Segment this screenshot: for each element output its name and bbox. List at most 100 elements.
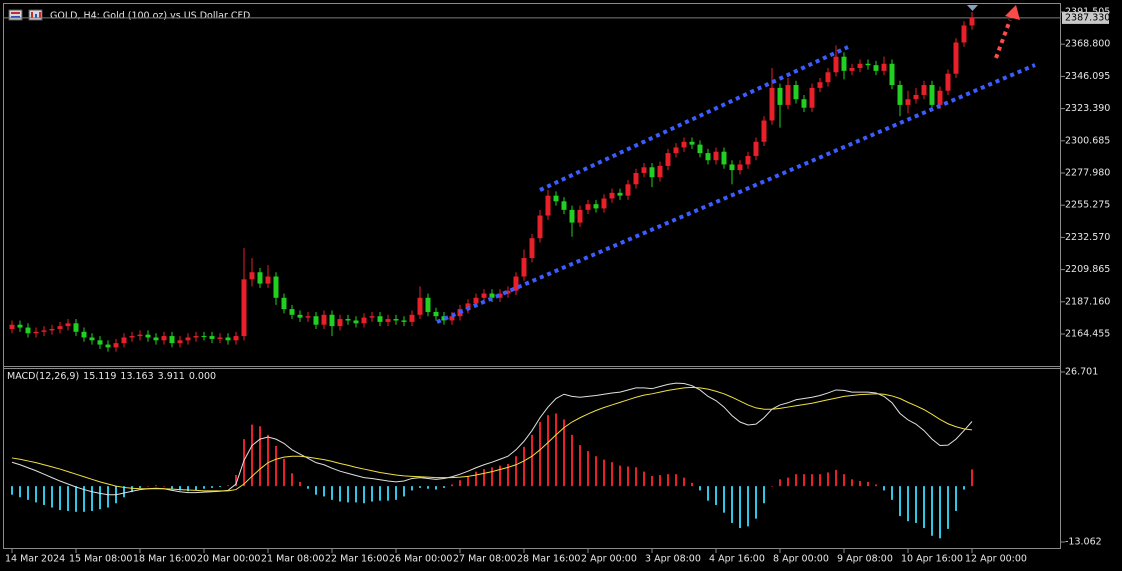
candle-body xyxy=(953,42,959,74)
candle-body xyxy=(89,337,95,341)
histogram-bar xyxy=(267,434,269,487)
histogram-bar xyxy=(779,479,781,487)
candle-body xyxy=(969,17,975,26)
histogram-bar xyxy=(955,486,957,511)
histogram-bar xyxy=(579,445,581,487)
y-tick-label: -13.062 xyxy=(1065,537,1102,548)
histogram-bar xyxy=(427,486,429,489)
candle-body xyxy=(481,293,487,298)
histogram-bar xyxy=(659,475,661,487)
histogram-bar xyxy=(755,486,757,519)
candle-body xyxy=(257,272,263,284)
x-tick-label: 15 Mar 08:00 xyxy=(69,554,132,565)
candle-body xyxy=(321,314,327,325)
histogram-bar xyxy=(299,481,301,487)
histogram-bar xyxy=(843,474,845,487)
candle-body xyxy=(97,340,103,345)
histogram-bar xyxy=(195,486,197,491)
histogram-bar xyxy=(563,419,565,487)
histogram-bar xyxy=(67,486,69,511)
candle-body xyxy=(945,73,951,91)
x-tick-label: 10 Apr 16:00 xyxy=(901,554,963,565)
candle-body xyxy=(633,172,639,185)
histogram-bar xyxy=(283,458,285,487)
histogram-bar xyxy=(963,486,965,490)
chart-title: GOLD, H4: Gold (100 oz) vs US Dollar CFD xyxy=(50,11,250,22)
histogram-bar xyxy=(947,486,949,529)
candle-body xyxy=(113,343,119,348)
candle-body xyxy=(401,320,407,322)
histogram-bar xyxy=(651,475,653,487)
candle-body xyxy=(473,297,479,304)
histogram-bar xyxy=(331,486,333,500)
y-tick-label: 2368.800 xyxy=(1065,39,1110,50)
last-price-label: 2387.330 xyxy=(1065,12,1110,23)
candle-body xyxy=(849,68,855,71)
histogram-bar xyxy=(611,462,613,487)
histogram-bar xyxy=(827,472,829,487)
candle-body xyxy=(873,65,879,71)
candle-body xyxy=(449,316,455,321)
histogram-bar xyxy=(91,486,93,511)
histogram-bar xyxy=(571,434,573,487)
histogram-bar xyxy=(595,456,597,487)
histogram-bar xyxy=(403,486,405,497)
histogram-bar xyxy=(923,486,925,529)
histogram-bar xyxy=(347,486,349,503)
histogram-bar xyxy=(747,486,749,527)
histogram-bar xyxy=(355,486,357,503)
candle-body xyxy=(361,317,367,324)
candle-body xyxy=(753,141,759,156)
channel-upper xyxy=(539,45,849,192)
candle-body xyxy=(737,164,743,171)
candle-body xyxy=(137,334,143,337)
candle-body xyxy=(833,56,839,73)
candle-body xyxy=(265,276,271,284)
x-tick-label: 18 Mar 16:00 xyxy=(133,554,196,565)
histogram-bar xyxy=(171,486,173,489)
candle-body xyxy=(81,331,87,338)
histogram-bar xyxy=(83,486,85,512)
histogram-bar xyxy=(507,463,509,487)
candle-body xyxy=(73,323,79,332)
candle-body xyxy=(193,336,199,338)
histogram-bar xyxy=(795,474,797,487)
histogram-bar xyxy=(307,486,309,489)
candle-body xyxy=(689,141,695,145)
candle-body xyxy=(25,327,31,334)
candle-body xyxy=(713,151,719,161)
indicator-title: MACD(12,26,9) xyxy=(7,371,79,382)
histogram-bar xyxy=(35,486,37,503)
candle-body xyxy=(297,314,303,318)
candle-body xyxy=(585,204,591,210)
histogram-bar xyxy=(531,434,533,487)
candle-body xyxy=(721,151,727,165)
histogram-bar xyxy=(939,486,941,539)
candle-body xyxy=(905,99,911,105)
candle-body xyxy=(33,331,39,334)
histogram-bar xyxy=(99,486,101,510)
histogram-bar xyxy=(451,484,453,487)
candle-body xyxy=(881,63,887,71)
histogram-bar xyxy=(75,486,77,512)
candle-body xyxy=(105,344,111,348)
histogram-bar xyxy=(419,486,421,488)
histogram-bar xyxy=(235,475,237,487)
candle-body xyxy=(273,276,279,298)
candle-body xyxy=(617,192,623,196)
histogram-bar xyxy=(123,486,125,498)
histogram-bar xyxy=(867,481,869,487)
candle-body xyxy=(705,153,711,161)
candle-body xyxy=(337,319,343,327)
candle-body xyxy=(665,153,671,166)
x-tick-label: 28 Mar 16:00 xyxy=(517,554,580,565)
candle-body xyxy=(625,184,631,196)
y-tick-label: 2300.685 xyxy=(1065,135,1110,146)
candle-body xyxy=(489,293,495,298)
candle-body xyxy=(353,320,359,324)
histogram-bar xyxy=(539,422,541,487)
candle-body xyxy=(369,316,375,318)
histogram-bar xyxy=(891,486,893,500)
candle-body xyxy=(217,337,223,339)
